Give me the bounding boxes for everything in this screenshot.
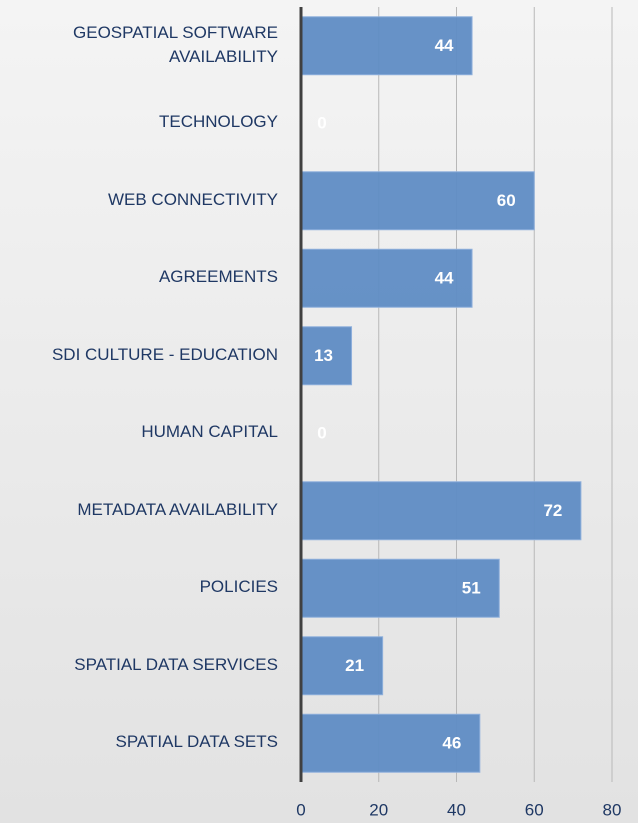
bar [300,16,473,76]
data-label: 51 [462,579,481,598]
bar [300,636,384,696]
x-tick-label: 0 [296,800,305,819]
data-label: 44 [435,269,454,288]
data-label: 72 [543,501,562,520]
y-tick-label: SPATIAL DATA SERVICES [74,654,278,674]
data-label: 0 [317,114,326,133]
bar [300,248,473,308]
bar [300,713,481,773]
data-label: 21 [345,656,364,675]
x-tick-label: 40 [447,800,466,819]
data-label: 44 [435,36,454,55]
y-tick-label: HUMAN CAPITAL [141,422,278,442]
y-tick-label: TECHNOLOGY [158,112,278,132]
bar [300,481,582,541]
y-tick-label: AGREEMENTS [158,267,278,287]
x-tick-label: 80 [603,800,622,819]
data-label: 60 [497,191,516,210]
bar [300,171,535,231]
bar [300,326,353,386]
x-tick-label: 20 [369,800,388,819]
y-tick-label: SDI CULTURE - EDUCATION [51,344,278,364]
data-label: 0 [317,424,326,443]
y-tick-label: GEOSPATIAL SOFTWARE AVAILABILITY [73,22,278,66]
y-tick-label: METADATA AVAILABILITY [77,499,278,519]
data-label: 13 [314,346,333,365]
data-label: 46 [442,734,461,753]
y-tick-label: SPATIAL DATA SETS [115,732,279,752]
y-tick-label: POLICIES [199,577,278,597]
y-tick-label: WEB CONNECTIVITY [107,189,278,209]
x-tick-label: 60 [525,800,544,819]
